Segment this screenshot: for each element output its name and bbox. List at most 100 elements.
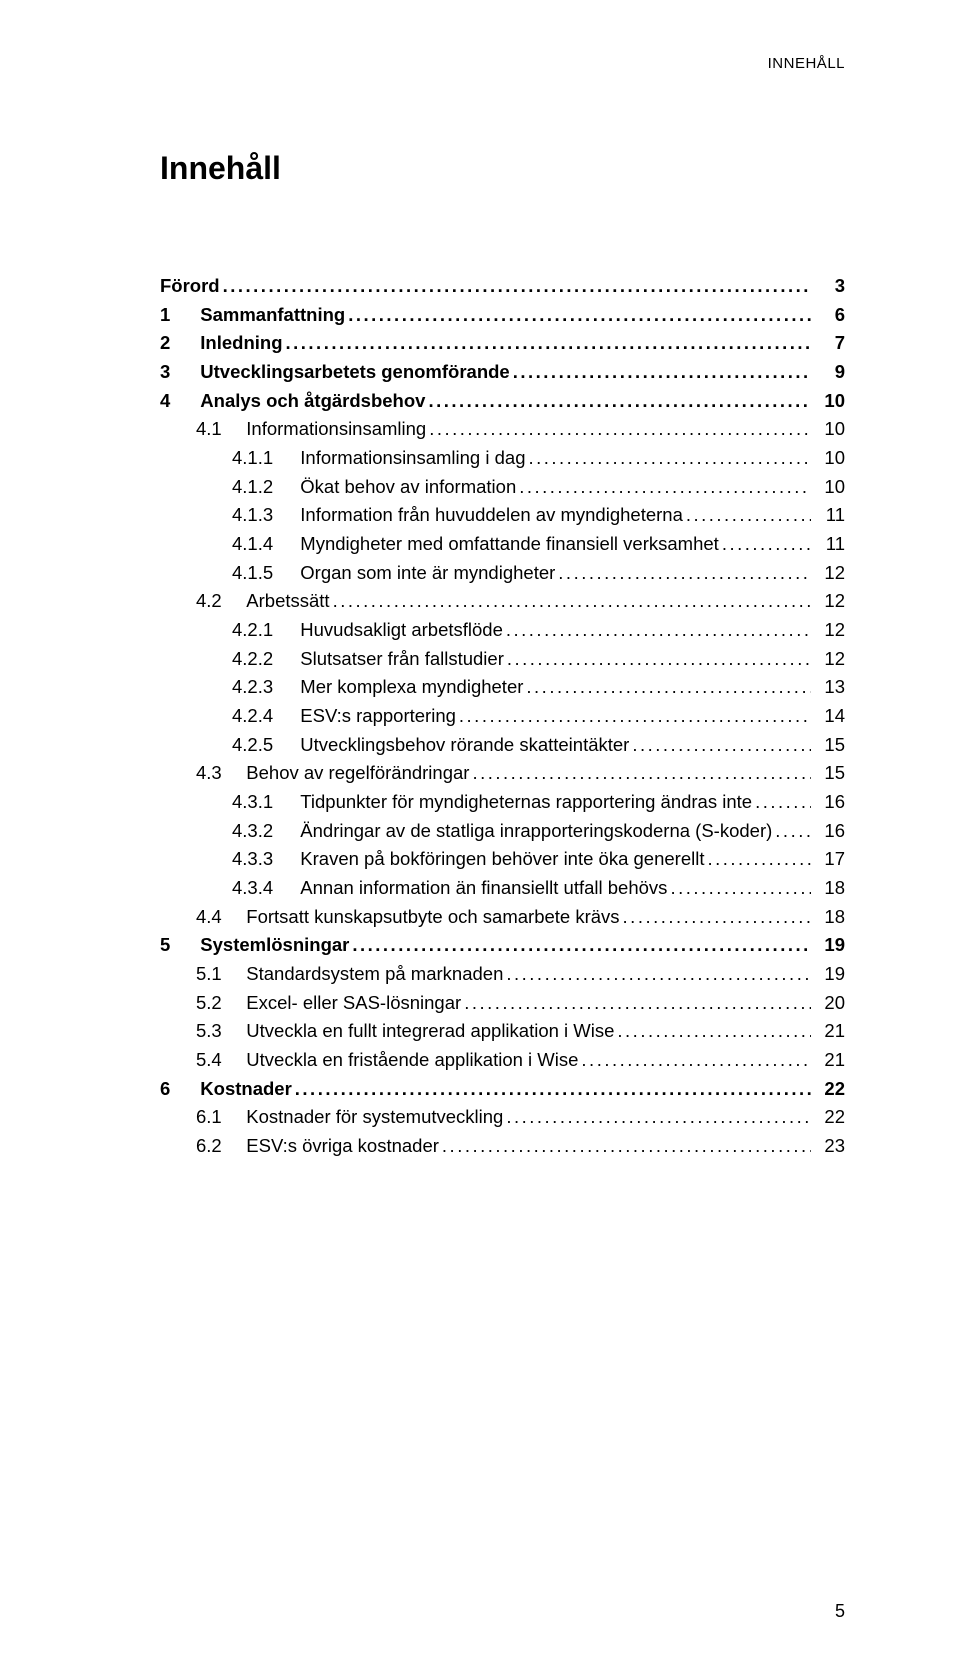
toc-entry-page: 3 — [811, 272, 845, 301]
toc-entry: 5.4 Utveckla en fristående applikation i… — [160, 1046, 845, 1075]
toc-entry-page: 12 — [811, 616, 845, 645]
toc-entry-number: 4.2.3 — [232, 673, 290, 702]
toc-entry-page: 10 — [811, 473, 845, 502]
toc-entry-label: Standardsystem på marknaden — [246, 960, 506, 989]
toc-entry-number: 4 — [160, 387, 190, 416]
toc-entry-label: ESV:s övriga kostnader — [246, 1132, 442, 1161]
toc-entry-label: Utveckla en fullt integrerad applikation… — [246, 1017, 617, 1046]
toc-entry-page: 19 — [811, 931, 845, 960]
toc-entry-page: 18 — [811, 903, 845, 932]
toc-entry-number: 4.1.3 — [232, 501, 290, 530]
toc-entry-number: 5.2 — [196, 989, 236, 1018]
toc-leader-dots — [722, 530, 811, 559]
toc-entry: 4.1.1 Informationsinsamling i dag10 — [160, 444, 845, 473]
toc-entry-number: 5 — [160, 931, 190, 960]
toc-entry-label: Fortsatt kunskapsutbyte och samarbete kr… — [246, 903, 622, 932]
toc-entry-page: 18 — [811, 874, 845, 903]
toc-entry-number: 4.1.1 — [232, 444, 290, 473]
table-of-contents: Förord31 Sammanfattning62 Inledning73 Ut… — [160, 272, 845, 1161]
toc-entry-label: Förord — [160, 272, 223, 301]
toc-entry-label: Utvecklingsbehov rörande skatteintäkter — [300, 731, 632, 760]
toc-entry: 6 Kostnader22 — [160, 1075, 845, 1104]
toc-entry-page: 16 — [811, 817, 845, 846]
toc-leader-dots — [528, 444, 811, 473]
toc-entry-number: 6 — [160, 1075, 190, 1104]
page-number: 5 — [835, 1601, 845, 1622]
toc-entry-page: 19 — [811, 960, 845, 989]
toc-entry-number: 3 — [160, 358, 190, 387]
toc-entry-number: 6.2 — [196, 1132, 236, 1161]
toc-entry: 4.1 Informationsinsamling10 — [160, 415, 845, 444]
toc-entry: 4.2 Arbetssätt12 — [160, 587, 845, 616]
toc-entry-label: Behov av regelförändringar — [246, 759, 472, 788]
toc-entry-label: Tidpunkter för myndigheternas rapporteri… — [300, 788, 755, 817]
toc-entry-label: Annan information än finansiellt utfall … — [300, 874, 670, 903]
toc-entry-page: 22 — [811, 1103, 845, 1132]
toc-entry: 4.3 Behov av regelförändringar 15 — [160, 759, 845, 788]
toc-leader-dots — [352, 931, 811, 960]
toc-entry-number: 4.2.2 — [232, 645, 290, 674]
toc-entry-page: 12 — [811, 587, 845, 616]
toc-entry-number: 4.4 — [196, 903, 236, 932]
toc-entry-number: 4.3.4 — [232, 874, 290, 903]
toc-entry-label: Informationsinsamling — [246, 415, 429, 444]
toc-entry: 4 Analys och åtgärdsbehov 10 — [160, 387, 845, 416]
toc-entry: 5.1 Standardsystem på marknaden 19 — [160, 960, 845, 989]
toc-entry-label: ESV:s rapportering — [300, 702, 459, 731]
toc-entry-page: 17 — [811, 845, 845, 874]
toc-entry-number: 4.1 — [196, 415, 236, 444]
toc-entry: 5.3 Utveckla en fullt integrerad applika… — [160, 1017, 845, 1046]
toc-leader-dots — [429, 415, 811, 444]
toc-entry-page: 9 — [811, 358, 845, 387]
toc-entry: 4.3.1 Tidpunkter för myndigheternas rapp… — [160, 788, 845, 817]
toc-entry-number: 4.3.2 — [232, 817, 290, 846]
toc-entry-label: Analys och åtgärdsbehov — [200, 387, 428, 416]
toc-entry-number: 4.3 — [196, 759, 236, 788]
toc-leader-dots — [686, 501, 811, 530]
toc-leader-dots — [506, 1103, 811, 1132]
toc-entry-label: Utveckla en fristående applikation i Wis… — [246, 1046, 581, 1075]
toc-entry-label: Sammanfattning — [200, 301, 348, 330]
toc-leader-dots — [775, 817, 811, 846]
toc-entry: 4.3.3 Kraven på bokföringen behöver inte… — [160, 845, 845, 874]
toc-entry-number: 4.2.5 — [232, 731, 290, 760]
toc-entry-page: 7 — [811, 329, 845, 358]
toc-entry-page: 10 — [811, 387, 845, 416]
toc-entry: 4.3.2 Ändringar av de statliga inrapport… — [160, 817, 845, 846]
toc-leader-dots — [558, 559, 811, 588]
toc-entry-page: 14 — [811, 702, 845, 731]
toc-entry-number: 4.3.3 — [232, 845, 290, 874]
toc-entry-number: 5.3 — [196, 1017, 236, 1046]
toc-entry-number: 2 — [160, 329, 190, 358]
toc-leader-dots — [506, 960, 811, 989]
toc-entry-number: 4.2.4 — [232, 702, 290, 731]
toc-entry-label: Informationsinsamling i dag — [300, 444, 528, 473]
toc-entry-label: Mer komplexa myndigheter — [300, 673, 526, 702]
toc-entry-page: 20 — [811, 989, 845, 1018]
page-title: Innehåll — [160, 150, 845, 187]
toc-entry-page: 13 — [811, 673, 845, 702]
toc-entry-page: 12 — [811, 559, 845, 588]
toc-entry-page: 15 — [811, 759, 845, 788]
toc-entry-label: Myndigheter med omfattande finansiell ve… — [300, 530, 722, 559]
toc-entry: 4.2.1 Huvudsakligt arbetsflöde12 — [160, 616, 845, 645]
toc-entry-number: 4.3.1 — [232, 788, 290, 817]
toc-leader-dots — [581, 1046, 811, 1075]
toc-entry-label: Ökat behov av information — [300, 473, 519, 502]
toc-leader-dots — [526, 673, 811, 702]
toc-leader-dots — [428, 387, 811, 416]
toc-entry-page: 15 — [811, 731, 845, 760]
toc-entry-label: Systemlösningar — [200, 931, 352, 960]
toc-leader-dots — [707, 845, 811, 874]
toc-leader-dots — [464, 989, 811, 1018]
toc-leader-dots — [286, 329, 812, 358]
toc-entry-label: Arbetssätt — [246, 587, 332, 616]
toc-entry: 4.2.5 Utvecklingsbehov rörande skatteint… — [160, 731, 845, 760]
toc-entry-label: Kostnader — [200, 1075, 295, 1104]
toc-entry-number: 4.2.1 — [232, 616, 290, 645]
toc-entry: Förord 3 — [160, 272, 845, 301]
toc-entry-number: 5.1 — [196, 960, 236, 989]
toc-entry: 4.4 Fortsatt kunskapsutbyte och samarbet… — [160, 903, 845, 932]
toc-leader-dots — [513, 358, 811, 387]
toc-leader-dots — [459, 702, 811, 731]
